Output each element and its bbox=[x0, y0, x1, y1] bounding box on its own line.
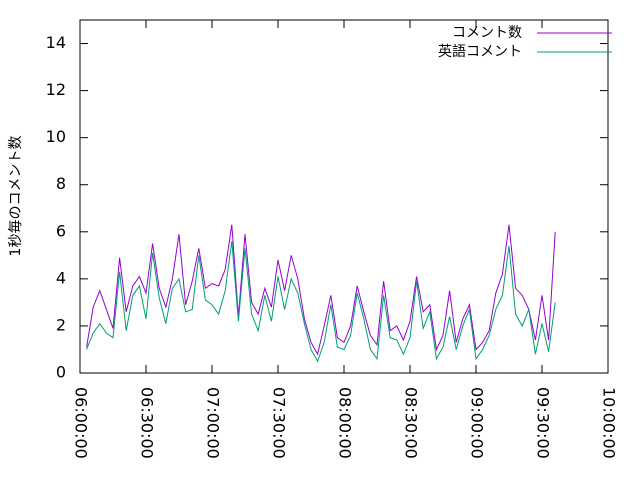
plot-border bbox=[79, 19, 609, 374]
y-tick-label: 6 bbox=[56, 221, 66, 240]
x-tick-label: 08:30:00 bbox=[402, 387, 421, 459]
y-tick-label: 8 bbox=[56, 174, 66, 193]
x-tick-label: 09:30:00 bbox=[534, 387, 553, 459]
x-tick-label: 06:00:00 bbox=[72, 387, 91, 459]
y-tick-label: 2 bbox=[56, 315, 66, 334]
line-series bbox=[86, 224, 556, 356]
x-tick-label: 07:00:00 bbox=[204, 387, 223, 459]
y-tick-label: 12 bbox=[46, 80, 66, 99]
x-tick-label: 08:00:00 bbox=[336, 387, 355, 459]
y-tick-label: 0 bbox=[56, 363, 66, 382]
y-tick-label: 14 bbox=[46, 33, 66, 52]
x-tick-label: 10:00:00 bbox=[600, 387, 619, 459]
y-tick-label: 10 bbox=[46, 127, 66, 146]
legend-label: 英語コメント bbox=[438, 43, 522, 60]
legend-label: コメント数 bbox=[452, 25, 522, 41]
x-tick-label: 06:30:00 bbox=[138, 387, 157, 459]
line-series bbox=[86, 241, 556, 363]
y-tick-label: 4 bbox=[56, 268, 66, 287]
x-tick-label: 07:30:00 bbox=[270, 387, 289, 459]
y-axis-label: 1秒毎のコメント数 bbox=[8, 136, 24, 257]
x-tick-label: 09:00:00 bbox=[468, 387, 487, 459]
